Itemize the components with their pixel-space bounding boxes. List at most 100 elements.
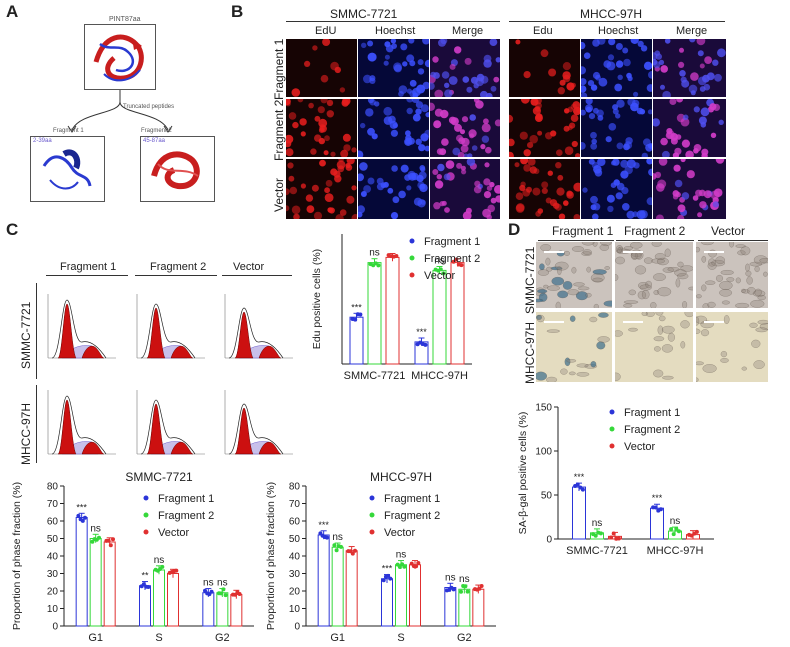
panel-letter-b: B [231,2,244,21]
bar-fragment-1-s [381,578,393,627]
significance-label: *** [76,502,87,512]
edu-positive-chart: Edu positive cells (%) SMMC-7721 *** ns MHCC… [311,234,480,382]
y-tick-label: 0 [546,535,552,546]
data-point [454,257,459,262]
fragment1-structure [30,136,105,202]
b-row-vector: Vector [272,177,286,212]
y-tick-label: 30 [47,569,59,580]
significance-label: *** [351,302,362,312]
bar-vector-s [409,564,421,627]
legend-label: Fragment 1 [384,493,440,505]
cell-cycle-histogram-4 [136,390,205,455]
panel-letter-d: D [508,220,521,239]
edu-tile-r2-c1 [358,159,429,219]
d-col-fragment1: Fragment 1 [552,224,614,238]
data-point [394,254,399,258]
significance-label: *** [318,520,329,530]
sabgal-tile-r1-c0 [536,312,612,382]
y-tick-label: 70 [47,499,59,510]
significance-label: ns [670,516,681,527]
data-point [416,561,421,565]
y-axis-label: Proportion of phase fraction (%) [265,482,277,630]
b-header-smmc: SMMC-7721 [330,7,398,21]
data-point [463,584,468,589]
legend-marker [369,512,375,518]
y-tick-label: 100 [535,447,552,458]
legend-label: Vector [424,270,456,282]
edu-microscopy-grid [286,39,726,219]
bar-fragment-2-smmc-7721 [367,262,382,365]
data-point [358,312,363,317]
y-tick-label: 50 [47,534,59,545]
data-point [146,585,151,589]
data-point [694,529,699,534]
data-point [90,539,95,544]
bar-vector-g1 [345,550,358,627]
sabgal-tile-r0-c1 [615,242,693,308]
c-hist-rule-2 [135,275,217,276]
d-row-smmc: SMMC-7721 [523,246,537,314]
data-point [611,531,616,536]
significance-label: ns [203,578,214,589]
y-tick-label: 60 [47,517,59,528]
data-point [97,535,101,540]
chart-title: SMMC-7721 [125,470,193,484]
edu-tile-r2-c0 [286,159,357,219]
data-point [80,518,85,523]
legend-marker [409,238,415,244]
data-point [658,507,663,512]
bar-fragment-2-mhcc-97h [432,269,447,365]
y-axis-label: Edu positive cells (%) [311,249,323,349]
y-axis-label: Proportion of phase fraction (%) [11,482,23,630]
data-point [353,548,357,553]
legend-label: Fragment 2 [624,424,680,436]
truncation-arrows [67,90,173,133]
bar-fragment-2-s [153,569,165,627]
legend-label: Fragment 1 [424,236,480,248]
data-point [223,593,228,598]
d-rule-1 [538,240,614,241]
x-tick-label: G2 [215,632,230,644]
y-tick-label: 10 [289,604,301,615]
sabgal-tile-r1-c1 [615,312,693,382]
b-col-merge-2: Merge [676,25,708,37]
edu-tile-r0-c0 [286,39,357,97]
panel-letter-c: C [6,220,19,239]
edu-tile-r1-c0 [286,99,357,157]
cell-cycle-histogram-grid [40,282,300,466]
bar-fragment-1-g2 [444,587,457,627]
x-tick-label: S [397,632,404,644]
data-point [451,587,456,592]
pint87aa-title: PINT87aa [109,16,141,23]
data-point [598,531,603,536]
y-tick-label: 20 [47,587,59,598]
y-tick-label: 0 [294,622,300,633]
x-tick-label: G1 [330,632,345,644]
y-tick-label: 60 [289,517,301,528]
significance-label: ns [592,518,603,529]
significance-label: ns [396,550,407,561]
bar-fragment-2-g2 [458,588,471,627]
legend-label: Fragment 2 [158,510,214,522]
legend-label: Fragment 2 [384,510,440,522]
edu-tile-r1-c1 [358,99,429,157]
cell-cycle-histogram-2 [224,294,293,359]
data-point [593,533,598,538]
b-col-merge-1: Merge [452,25,484,37]
c-hist-row-mhcc: MHCC-97H [19,402,33,465]
significance-label: ns [434,256,445,267]
legend-marker [609,443,615,449]
mhcc-phase-chart: MHCC-97H 0 10 20 30 40 50 60 70 80 Proportion of p… [265,470,496,644]
legend-marker [409,272,415,278]
data-point [174,568,179,573]
data-point [441,271,446,276]
data-point [353,317,358,322]
legend-marker [369,529,375,535]
edu-tile-r1-c3 [509,99,580,157]
b-col-hoechst-1: Hoechst [375,25,416,37]
data-point [477,586,482,591]
data-point [160,564,165,569]
significance-label: ns [369,248,380,259]
edu-tile-r0-c5 [653,39,726,97]
significance-label: ns [445,572,456,583]
